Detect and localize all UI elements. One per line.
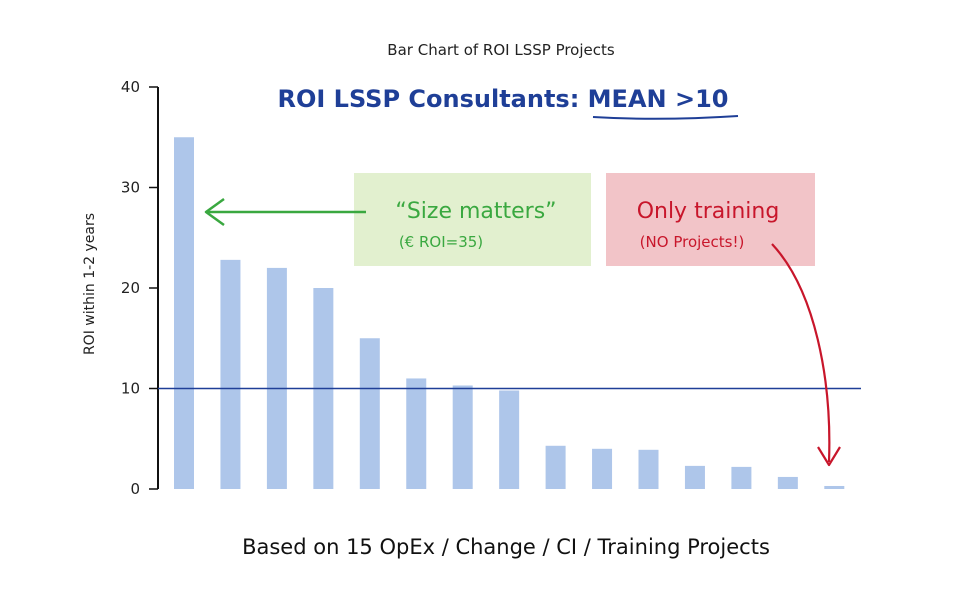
bar-6 xyxy=(406,378,427,489)
bar-13 xyxy=(731,466,752,489)
y-tick-label: 10 xyxy=(121,380,140,398)
y-tick-label: 40 xyxy=(121,78,140,96)
chart-title: Bar Chart of ROI LSSP Projects xyxy=(387,41,615,59)
headline-underline xyxy=(592,115,739,120)
bar-2 xyxy=(220,259,241,489)
bar-3 xyxy=(266,267,287,489)
bar-9 xyxy=(545,445,566,489)
green-annotation-subtitle: (€ ROI=35) xyxy=(399,233,483,251)
green-annotation-box xyxy=(354,173,591,266)
bar-12 xyxy=(684,465,705,489)
red-annotation-box xyxy=(606,173,815,266)
bar-14 xyxy=(777,476,798,489)
bar-10 xyxy=(592,448,613,489)
bar-7 xyxy=(452,385,473,489)
green-arrow xyxy=(204,197,366,227)
y-tick-label: 20 xyxy=(121,279,140,297)
bar-1 xyxy=(174,137,194,489)
red-annotation-subtitle: (NO Projects!) xyxy=(640,233,745,251)
x-axis-label: Based on 15 OpEx / Change / CI / Trainin… xyxy=(242,535,770,559)
green-annotation-title: “Size matters” xyxy=(395,199,556,224)
headline-emphasis: MEAN >10 xyxy=(588,85,729,113)
y-tick-label: 0 xyxy=(130,480,140,498)
red-arrow xyxy=(771,243,841,467)
bar-11 xyxy=(638,449,659,489)
y-axis-label: ROI within 1-2 years xyxy=(82,213,98,355)
bar-8 xyxy=(499,390,520,489)
chart-headline: ROI LSSP Consultants: MEAN >10 xyxy=(278,85,729,113)
y-tick-label: 30 xyxy=(121,179,140,197)
headline-text: ROI LSSP Consultants: xyxy=(278,85,588,113)
bar-5 xyxy=(359,338,380,489)
red-annotation-title: Only training xyxy=(637,199,780,224)
bar-15 xyxy=(824,485,845,489)
